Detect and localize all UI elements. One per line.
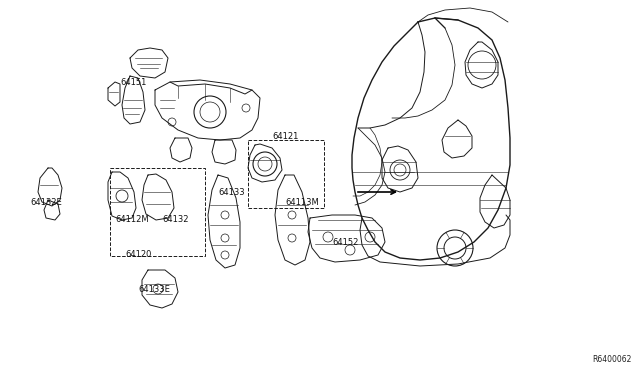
Bar	[248, 140, 324, 208]
Text: 64121: 64121	[272, 132, 298, 141]
Text: 64120: 64120	[125, 250, 152, 259]
Text: 64132E: 64132E	[30, 198, 61, 207]
Text: 64133: 64133	[218, 188, 244, 197]
Text: 64151: 64151	[120, 78, 147, 87]
Text: 64133E: 64133E	[138, 285, 170, 294]
Text: 64132: 64132	[162, 215, 189, 224]
Text: 64152: 64152	[332, 238, 358, 247]
Text: R6400062: R6400062	[593, 355, 632, 364]
Text: 64112M: 64112M	[115, 215, 148, 224]
Bar	[110, 168, 205, 256]
Text: 64113M: 64113M	[285, 198, 319, 207]
